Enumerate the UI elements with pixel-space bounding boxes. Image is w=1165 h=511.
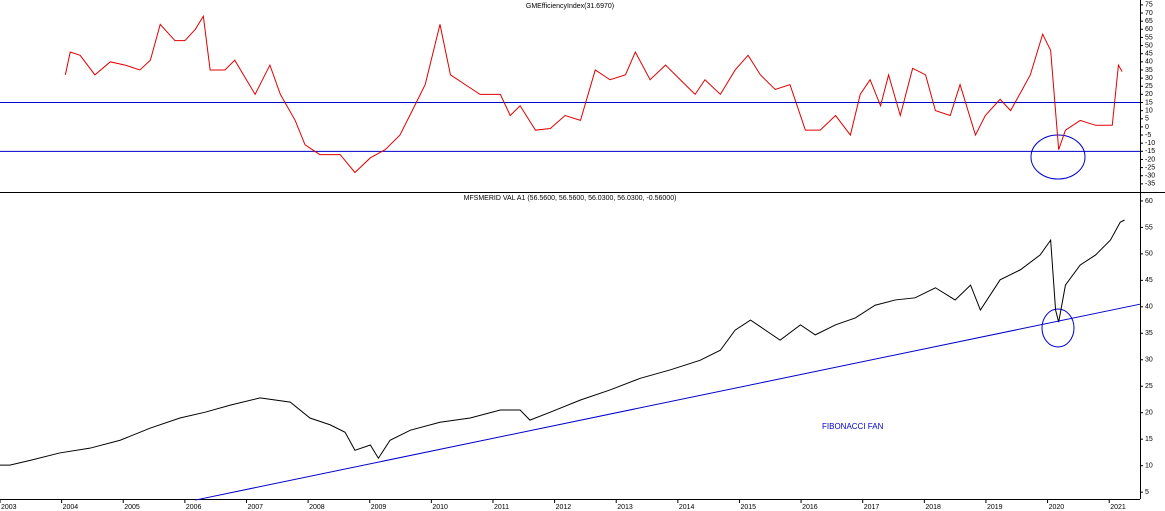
x-tick-label: 2007 [247,504,263,511]
y-tick-label: 75 [1145,2,1153,9]
x-tick-label: 2011 [494,504,509,511]
x-tick-label: 2015 [740,504,756,511]
x-tick-label: 2017 [864,504,880,511]
highlight-circle [1041,308,1075,348]
x-tick-label: 2006 [186,504,202,511]
y-tick-label: 55 [1145,34,1153,41]
y-tick-label: 35 [1145,330,1153,337]
y-tick-label: 45 [1145,277,1153,284]
y-tick-label: 35 [1145,67,1153,74]
chart-title: MFSMERID VAL A1 (56.5600, 56.5600, 56.03… [464,195,677,202]
y-tick-label: 70 [1145,10,1153,17]
y-tick-label: 15 [1145,436,1153,443]
x-tick-label: 2008 [309,504,325,511]
x-tick-label: 2004 [63,504,79,511]
y-tick-label: 45 [1145,51,1153,58]
series-line [195,303,1141,501]
y-tick-label: -10 [1145,140,1155,147]
y-tick-label: 40 [1145,304,1153,311]
y-tick-label: 25 [1145,83,1153,90]
series-line [0,219,1125,466]
x-tick-label: 2003 [1,504,17,511]
y-tick-label: 20 [1145,91,1153,98]
y-tick-label: 20 [1145,410,1153,417]
y-tick-label: 25 [1145,383,1153,390]
x-tick-label: 2016 [802,504,818,511]
series-line [64,14,1123,174]
x-tick-label: 2013 [617,504,633,511]
y-tick-label: 50 [1145,42,1153,49]
x-tick-label: 2010 [432,504,448,511]
y-tick-label: 30 [1145,75,1153,82]
y-tick-label: 15 [1145,99,1153,106]
y-tick-label: 60 [1145,26,1153,33]
y-tick-label: 5 [1145,116,1149,123]
highlight-circle [1030,134,1086,180]
y-tick-label: -25 [1145,164,1155,171]
y-tick-label: 50 [1145,251,1153,258]
x-tick-label: 2019 [987,504,1003,511]
chart-title: GMEfficiencyIndex(31.6970) [526,3,614,10]
y-tick-label: -35 [1145,181,1155,188]
y-tick-label: 65 [1145,18,1153,25]
y-tick-label: 10 [1145,462,1153,469]
x-tick-label: 2012 [556,504,572,511]
x-tick-label: 2021 [1110,504,1126,511]
y-tick-label: -15 [1145,148,1155,155]
y-tick-label: 5 [1145,489,1149,496]
y-tick-label: -30 [1145,173,1155,180]
y-tick-label: 60 [1145,198,1153,205]
y-tick-label: 30 [1145,357,1153,364]
x-tick-label: 2020 [1049,504,1065,511]
x-tick-label: 2009 [371,504,387,511]
y-tick-label: -5 [1145,132,1151,139]
y-tick-label: 10 [1145,107,1153,114]
x-tick-label: 2018 [925,504,941,511]
y-tick-label: 40 [1145,59,1153,66]
annotation: FIBONACCI FAN [822,422,884,431]
y-tick-label: -20 [1145,156,1155,163]
y-tick-label: 0 [1145,124,1149,131]
x-tick-label: 2005 [124,504,140,511]
x-tick-label: 2014 [679,504,695,511]
y-tick-label: 55 [1145,224,1153,231]
